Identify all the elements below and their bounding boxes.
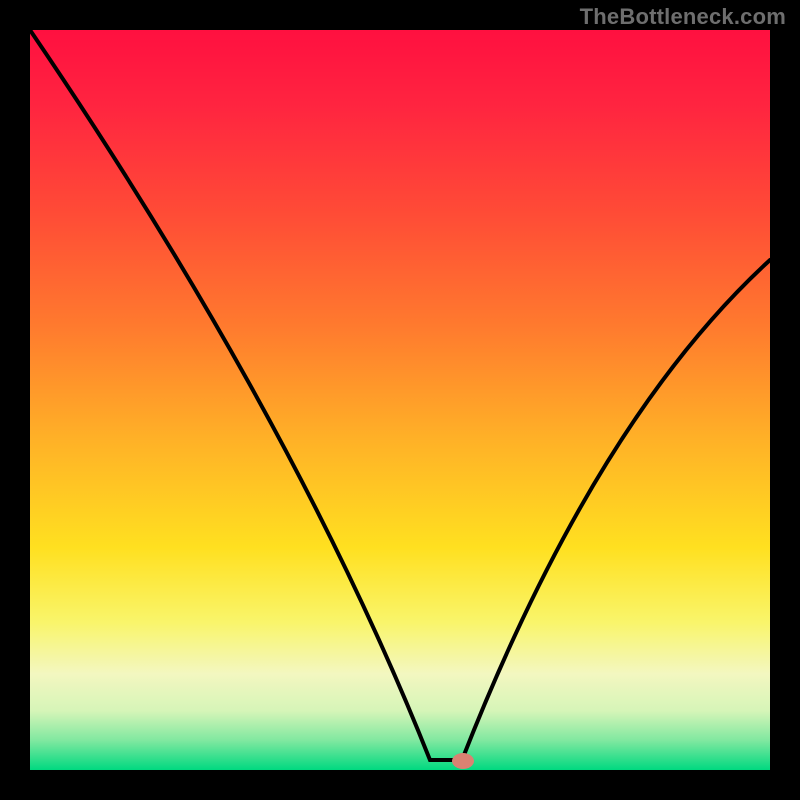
watermark-text: TheBottleneck.com (580, 4, 786, 30)
plot-area (30, 30, 770, 770)
chart-container: TheBottleneck.com (0, 0, 800, 800)
min-marker (452, 753, 474, 769)
bottleneck-chart (0, 0, 800, 800)
